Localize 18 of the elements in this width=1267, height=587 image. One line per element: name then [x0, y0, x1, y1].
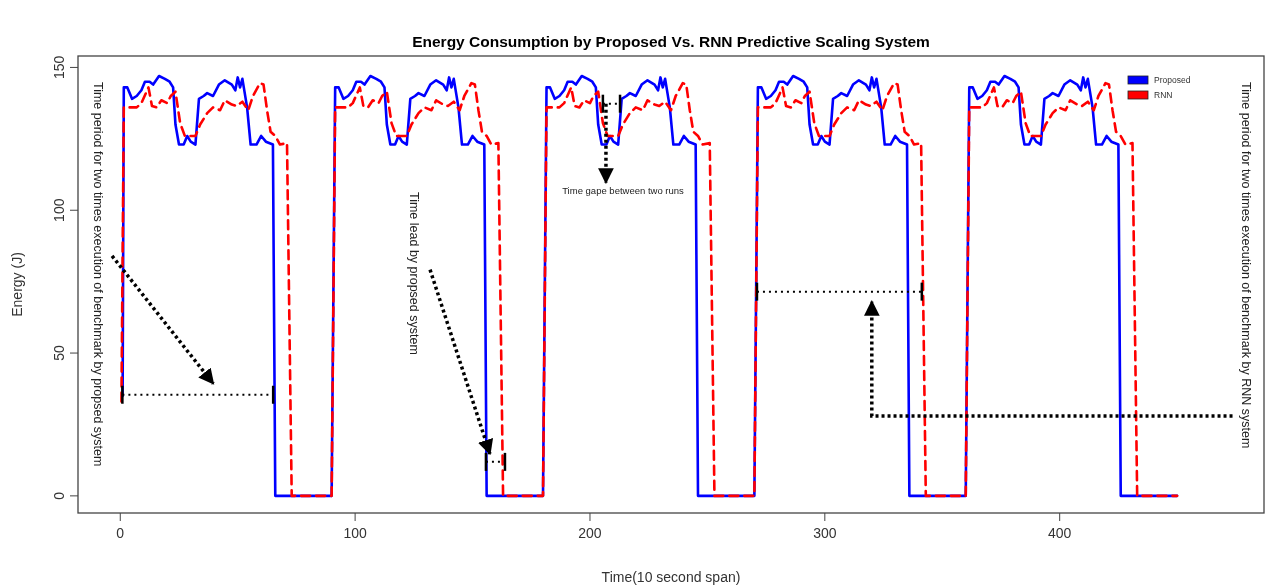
- y-axis-title: Energy (J): [9, 252, 25, 317]
- y-tick-label: 50: [51, 345, 67, 361]
- x-axis-title: Time(10 second span): [601, 569, 741, 585]
- x-tick-label: 100: [343, 525, 368, 541]
- annotation: Time period for two times execution of benchmark by propsed system: [91, 82, 105, 467]
- y-tick-label: 150: [51, 55, 67, 80]
- y-tick-label: 0: [51, 491, 67, 500]
- legend-label: RNN: [1154, 90, 1173, 100]
- y-tick-label: 100: [51, 198, 67, 222]
- x-tick-label: 0: [116, 525, 125, 541]
- x-tick-label: 200: [578, 525, 602, 541]
- annotation: Time period for two times execution of benchmark by RNN system: [1239, 82, 1253, 449]
- chart-title: Energy Consumption by Proposed Vs. RNN Predictive Scaling System: [412, 33, 930, 50]
- x-tick-label: 400: [1048, 525, 1072, 541]
- x-tick-label: 300: [813, 525, 837, 541]
- annotation: Time lead by propsed system: [407, 192, 421, 355]
- legend-label: Proposed: [1154, 75, 1191, 85]
- annotation: Time gape between two runs: [562, 185, 685, 196]
